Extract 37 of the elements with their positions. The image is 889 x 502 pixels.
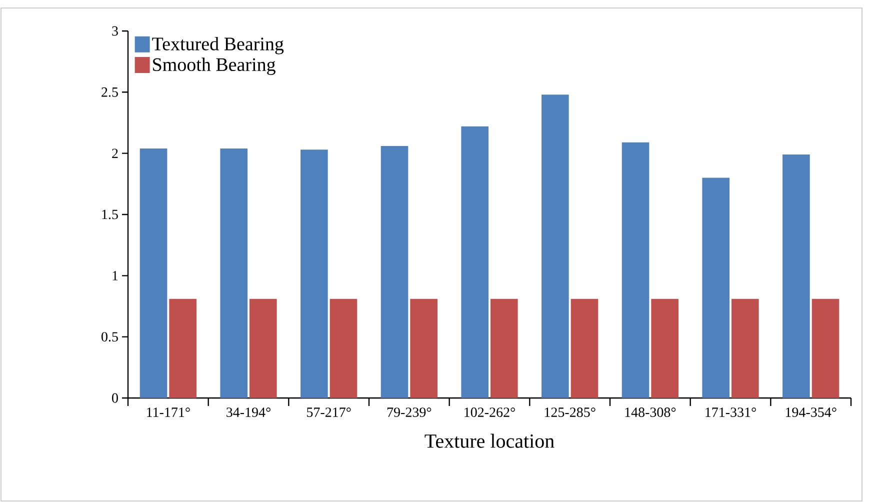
bar bbox=[169, 298, 196, 398]
x-tick-label: 148-308° bbox=[625, 408, 676, 417]
x-tick-label: 34-194° bbox=[226, 408, 270, 417]
x-axis-title: Texture location bbox=[424, 434, 554, 448]
y-tick-label: 1 bbox=[112, 271, 118, 280]
x-tick-label: 102-262° bbox=[464, 408, 515, 417]
y-tick-label: 1.5 bbox=[102, 210, 118, 220]
x-tick-label: 125-285° bbox=[544, 408, 596, 417]
y-tick-label: 2.5 bbox=[102, 87, 118, 97]
y-tick-label: 0 bbox=[112, 393, 118, 403]
bar bbox=[651, 298, 678, 398]
bar bbox=[782, 154, 810, 398]
bar bbox=[812, 298, 840, 398]
bar bbox=[622, 142, 650, 398]
x-tick-label: 57-217° bbox=[307, 408, 351, 417]
bar bbox=[249, 298, 277, 398]
bar bbox=[490, 298, 518, 398]
x-tick-label: 171-331° bbox=[706, 408, 756, 417]
bar bbox=[542, 94, 569, 398]
bar bbox=[570, 298, 598, 398]
bar bbox=[380, 146, 408, 398]
y-tick-label: 3 bbox=[112, 26, 118, 36]
bar bbox=[140, 148, 168, 398]
bar bbox=[330, 298, 358, 398]
bar bbox=[410, 298, 438, 398]
bar bbox=[220, 148, 248, 398]
y-tick-label: 2 bbox=[112, 148, 118, 158]
legend-label: Smooth Bearing bbox=[153, 58, 276, 75]
bar bbox=[702, 178, 730, 398]
bar bbox=[731, 298, 759, 398]
legend-label: Textured Bearing bbox=[152, 37, 284, 54]
bar bbox=[300, 150, 328, 398]
x-tick-label: 79-239° bbox=[387, 408, 432, 417]
x-tick-label: 11-171° bbox=[147, 408, 190, 417]
bar bbox=[461, 126, 489, 398]
y-tick-label: 0.5 bbox=[102, 332, 118, 342]
x-tick-label: 194-354° bbox=[786, 408, 836, 417]
